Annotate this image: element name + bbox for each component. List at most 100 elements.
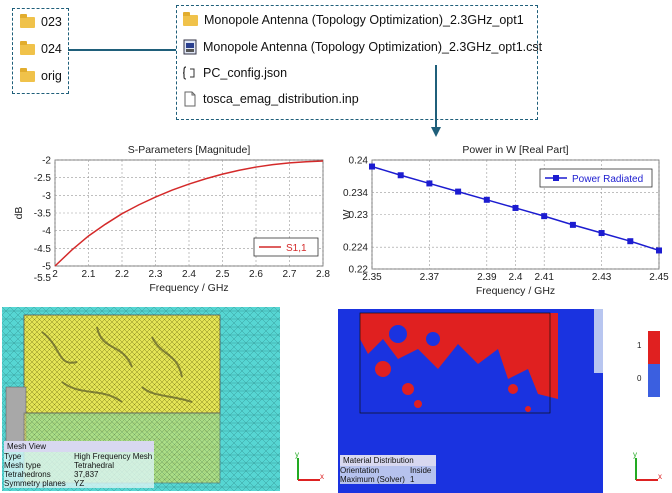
y-tick-label: 0.24 xyxy=(349,156,369,167)
json-file-icon xyxy=(182,65,197,81)
axis-x-label-right: x xyxy=(658,472,662,481)
y-tick-label: 0.23 xyxy=(349,210,369,221)
x-axis-label: Frequency / GHz xyxy=(149,282,228,294)
info-row: Orientation Inside xyxy=(340,466,436,475)
data-point xyxy=(569,221,576,228)
folder-item[interactable]: 024 xyxy=(20,40,62,56)
y-tick-label: -2.5 xyxy=(34,173,52,184)
info-value: 1 xyxy=(410,475,415,484)
y-tick-label: -4 xyxy=(42,226,51,237)
file-label: tosca_emag_distribution.inp xyxy=(203,92,359,106)
x-tick-label: 2.6 xyxy=(249,269,263,280)
info-key: Orientation xyxy=(340,466,380,475)
y-tick-label: -4.5 xyxy=(34,244,52,255)
legend-marker xyxy=(553,175,559,181)
info-row: Mesh type Tetrahedral xyxy=(4,461,154,470)
data-point xyxy=(397,172,404,179)
file-label: Monopole Antenna (Topology Optimization)… xyxy=(203,40,543,54)
scale-label-0: 0 xyxy=(637,374,642,383)
folder-item[interactable]: orig xyxy=(20,67,62,83)
y-tick-label: -2 xyxy=(42,156,51,167)
file-item[interactable]: tosca_emag_distribution.inp xyxy=(183,91,359,107)
arrow-down-connector xyxy=(431,65,441,137)
x-tick-label: 2.4 xyxy=(182,269,196,280)
material-info: Material Distribution Orientation Inside M… xyxy=(340,455,436,484)
x-axis-label: Frequency / GHz xyxy=(476,285,555,297)
data-point xyxy=(369,163,375,170)
x-tick-label: 2.41 xyxy=(534,272,554,283)
y-tick-label: -3 xyxy=(42,191,51,202)
folder-label: 023 xyxy=(41,15,62,29)
x-tick-label: 2.8 xyxy=(316,269,330,280)
axis-y-label: y xyxy=(295,452,299,459)
legend-label: S1,1 xyxy=(286,243,307,254)
legend-label: Power Radiated xyxy=(572,174,643,185)
s-parameter-chart: S-Parameters [Magnitude] 2 2.1 2.2 2.3 2.4 2.5… xyxy=(10,142,335,304)
x-tick-label: 2.35 xyxy=(362,272,382,283)
x-tick-label: 2.2 xyxy=(115,269,129,280)
data-point xyxy=(598,230,605,237)
axis-y-label-right: y xyxy=(633,452,637,459)
file-item[interactable]: Monopole Antenna (Topology Optimization)… xyxy=(183,11,524,27)
y-tick-label: -5.5 xyxy=(34,273,52,284)
x-tick-label: 2.43 xyxy=(592,272,612,283)
legend-box xyxy=(253,237,319,257)
info-key: Mesh type xyxy=(4,461,41,470)
file-list-box xyxy=(176,5,538,120)
info-value: Inside xyxy=(410,466,432,475)
x-tick-label: 2.7 xyxy=(283,269,297,280)
axis-x-label: x xyxy=(320,472,324,481)
file-item[interactable]: PC_config.json xyxy=(182,65,287,81)
arrow-connector xyxy=(68,45,184,55)
info-key: Type xyxy=(4,452,22,461)
data-point xyxy=(627,238,634,245)
folder-item[interactable]: 023 xyxy=(20,13,62,29)
axis-triad-left: y x xyxy=(295,452,324,481)
s-parameter-svg: S-Parameters [Magnitude] 2 2.1 2.2 2.3 2.4 2.5… xyxy=(13,144,330,294)
axis-triad-right: y x xyxy=(633,452,662,481)
mesh-view-panel: Mesh View Type High Frequency Mesh Mesh ty… xyxy=(2,307,280,491)
folder-label: 024 xyxy=(41,42,62,56)
mesh-view-info: Mesh View Type High Frequency Mesh Mesh ty… xyxy=(4,441,154,488)
legend-box xyxy=(539,168,653,188)
chart-title: S-Parameters [Magnitude] xyxy=(128,144,251,156)
x-tick-label: 2 xyxy=(52,269,58,280)
folder-label: orig xyxy=(41,69,62,83)
y-axis-label: W xyxy=(341,209,353,219)
y-tick-label: -5 xyxy=(42,262,51,273)
mesh-view-title: Mesh View xyxy=(4,441,154,452)
y-tick-label: -3.5 xyxy=(34,209,52,220)
power-svg: Power in W [Real Part] 2.35 2.37 2.39 2.4 2.4… xyxy=(341,144,669,297)
file-item[interactable]: Monopole Antenna (Topology Optimization)… xyxy=(183,39,542,55)
series-line xyxy=(54,160,324,267)
info-key: Tetrahedrons xyxy=(4,470,51,479)
file-label: Monopole Antenna (Topology Optimization)… xyxy=(204,13,524,27)
power-chart: Power in W [Real Part] 2.35 2.37 2.39 2.4 2.4… xyxy=(340,142,670,304)
color-scale xyxy=(648,331,660,397)
x-tick-label: 2.1 xyxy=(82,269,96,280)
scale-label-1: 1 xyxy=(637,341,642,350)
info-row: Symmetry planes YZ xyxy=(4,479,154,488)
info-value: Tetrahedral xyxy=(74,461,115,470)
material-distribution-panel: Material Distribution Orientation Inside M… xyxy=(338,309,603,493)
x-tick-label: 2.37 xyxy=(420,272,440,283)
folder-icon xyxy=(20,40,35,55)
file-icon xyxy=(183,91,197,107)
info-value: 37,837 xyxy=(74,470,99,479)
chart-title: Power in W [Real Part] xyxy=(462,144,568,156)
info-row: Type High Frequency Mesh xyxy=(4,452,154,461)
y-tick-label: 0.224 xyxy=(343,243,368,254)
folder-icon xyxy=(183,11,198,26)
data-point xyxy=(656,247,662,254)
x-tick-label: 2.5 xyxy=(216,269,230,280)
data-point xyxy=(483,196,490,203)
info-key: Symmetry planes xyxy=(4,479,66,488)
folder-icon xyxy=(20,13,35,28)
info-key: Maximum (Solver) xyxy=(340,475,405,484)
info-row: Maximum (Solver) 1 xyxy=(340,475,436,484)
x-tick-label: 2.4 xyxy=(509,272,523,283)
info-value: YZ xyxy=(74,479,85,488)
folder-icon xyxy=(20,67,35,82)
data-point xyxy=(541,213,548,220)
data-point xyxy=(512,204,519,211)
